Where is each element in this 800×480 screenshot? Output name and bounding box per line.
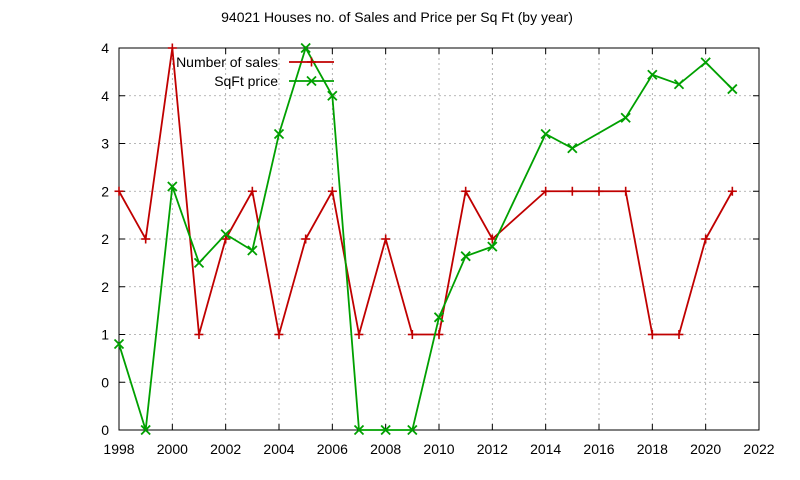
data-point-sqft-price bbox=[700, 57, 711, 68]
data-point-sqft-price bbox=[140, 424, 151, 436]
data-point-number-of-sales bbox=[567, 186, 577, 196]
data-point-number-of-sales bbox=[167, 43, 177, 53]
data-point-number-of-sales bbox=[541, 186, 551, 196]
chart-title: 94021 Houses no. of Sales and Price per … bbox=[221, 9, 573, 25]
x-tick-label: 1998 bbox=[103, 441, 134, 457]
data-point-number-of-sales bbox=[381, 234, 391, 244]
data-point-sqft-price bbox=[380, 424, 391, 436]
data-point-number-of-sales bbox=[274, 330, 284, 339]
y-tick-label: 3 bbox=[101, 136, 109, 152]
data-point-sqft-price bbox=[220, 229, 231, 240]
data-point-sqft-price bbox=[487, 241, 498, 252]
data-point-number-of-sales bbox=[354, 330, 364, 339]
x-tick-label: 2010 bbox=[423, 441, 454, 457]
legend: Number of sales SqFt price bbox=[176, 54, 334, 89]
data-point-number-of-sales bbox=[114, 186, 124, 196]
data-point-number-of-sales bbox=[434, 330, 444, 339]
data-point-sqft-price bbox=[407, 424, 418, 436]
y-tick-label: 0 bbox=[101, 422, 109, 438]
x-tick-label: 2014 bbox=[530, 441, 561, 457]
series-line-sqft-price bbox=[118, 45, 733, 431]
data-point-sqft-price bbox=[167, 181, 178, 192]
y-tick-label: 4 bbox=[101, 40, 109, 56]
legend-entry-sqft-price: SqFt price bbox=[214, 73, 334, 89]
axes: 1998 2000 2002 2004 2006 2008 2010 2012 2014 2016… bbox=[101, 40, 775, 457]
data-point-number-of-sales bbox=[194, 330, 204, 339]
data-point-number-of-sales bbox=[727, 186, 737, 196]
data-point-sqft-price bbox=[113, 338, 125, 350]
legend-label: SqFt price bbox=[214, 73, 278, 89]
data-point-number-of-sales bbox=[461, 186, 471, 196]
x-tick-label: 2002 bbox=[210, 441, 241, 457]
data-point-sqft-price bbox=[433, 312, 445, 323]
legend-marker bbox=[307, 57, 316, 67]
data-point-number-of-sales bbox=[327, 186, 337, 196]
data-point-sqft-price bbox=[327, 90, 338, 101]
x-tick-label: 2000 bbox=[157, 441, 188, 457]
x-tick-label: 2008 bbox=[370, 441, 401, 457]
data-point-sqft-price bbox=[567, 143, 578, 154]
data-point-number-of-sales bbox=[221, 234, 231, 244]
data-point-number-of-sales bbox=[647, 330, 657, 339]
y-tick-label: 0 bbox=[101, 374, 109, 390]
legend-label: Number of sales bbox=[176, 54, 278, 70]
y-tick-label: 2 bbox=[101, 279, 109, 295]
x-tick-label: 2016 bbox=[583, 441, 614, 457]
series bbox=[113, 42, 738, 436]
y-tick-label: 2 bbox=[101, 183, 109, 199]
data-point-number-of-sales bbox=[301, 234, 311, 244]
x-tick-label: 2012 bbox=[477, 441, 508, 457]
data-point-sqft-price bbox=[460, 251, 471, 262]
data-point-sqft-price bbox=[353, 424, 365, 436]
legend-entry-number-of-sales: Number of sales bbox=[176, 54, 334, 70]
data-point-sqft-price bbox=[727, 83, 738, 95]
x-tick-label: 2020 bbox=[690, 441, 721, 457]
x-tick-label: 2018 bbox=[637, 441, 668, 457]
y-tick-label: 1 bbox=[101, 327, 109, 343]
y-tick-label: 2 bbox=[101, 231, 109, 247]
data-point-number-of-sales bbox=[621, 186, 631, 196]
data-point-number-of-sales bbox=[701, 234, 711, 244]
data-point-number-of-sales bbox=[141, 234, 151, 244]
data-point-sqft-price bbox=[247, 245, 258, 256]
data-point-sqft-price bbox=[620, 112, 631, 123]
data-point-number-of-sales bbox=[674, 330, 684, 339]
grid bbox=[119, 48, 759, 430]
data-point-sqft-price bbox=[647, 69, 658, 80]
x-tick-label: 2006 bbox=[317, 441, 348, 457]
legend-marker bbox=[306, 75, 317, 87]
data-point-sqft-price bbox=[193, 257, 205, 269]
data-point-number-of-sales bbox=[407, 330, 417, 339]
data-point-sqft-price bbox=[673, 79, 685, 90]
x-tick-label: 2022 bbox=[743, 441, 774, 457]
data-point-sqft-price bbox=[273, 128, 285, 140]
data-point-sqft-price bbox=[300, 42, 311, 54]
y-tick-label: 4 bbox=[101, 88, 109, 104]
data-point-number-of-sales bbox=[247, 186, 257, 196]
x-tick-label: 2004 bbox=[263, 441, 294, 457]
data-point-sqft-price bbox=[540, 128, 551, 140]
data-point-number-of-sales bbox=[594, 186, 604, 196]
